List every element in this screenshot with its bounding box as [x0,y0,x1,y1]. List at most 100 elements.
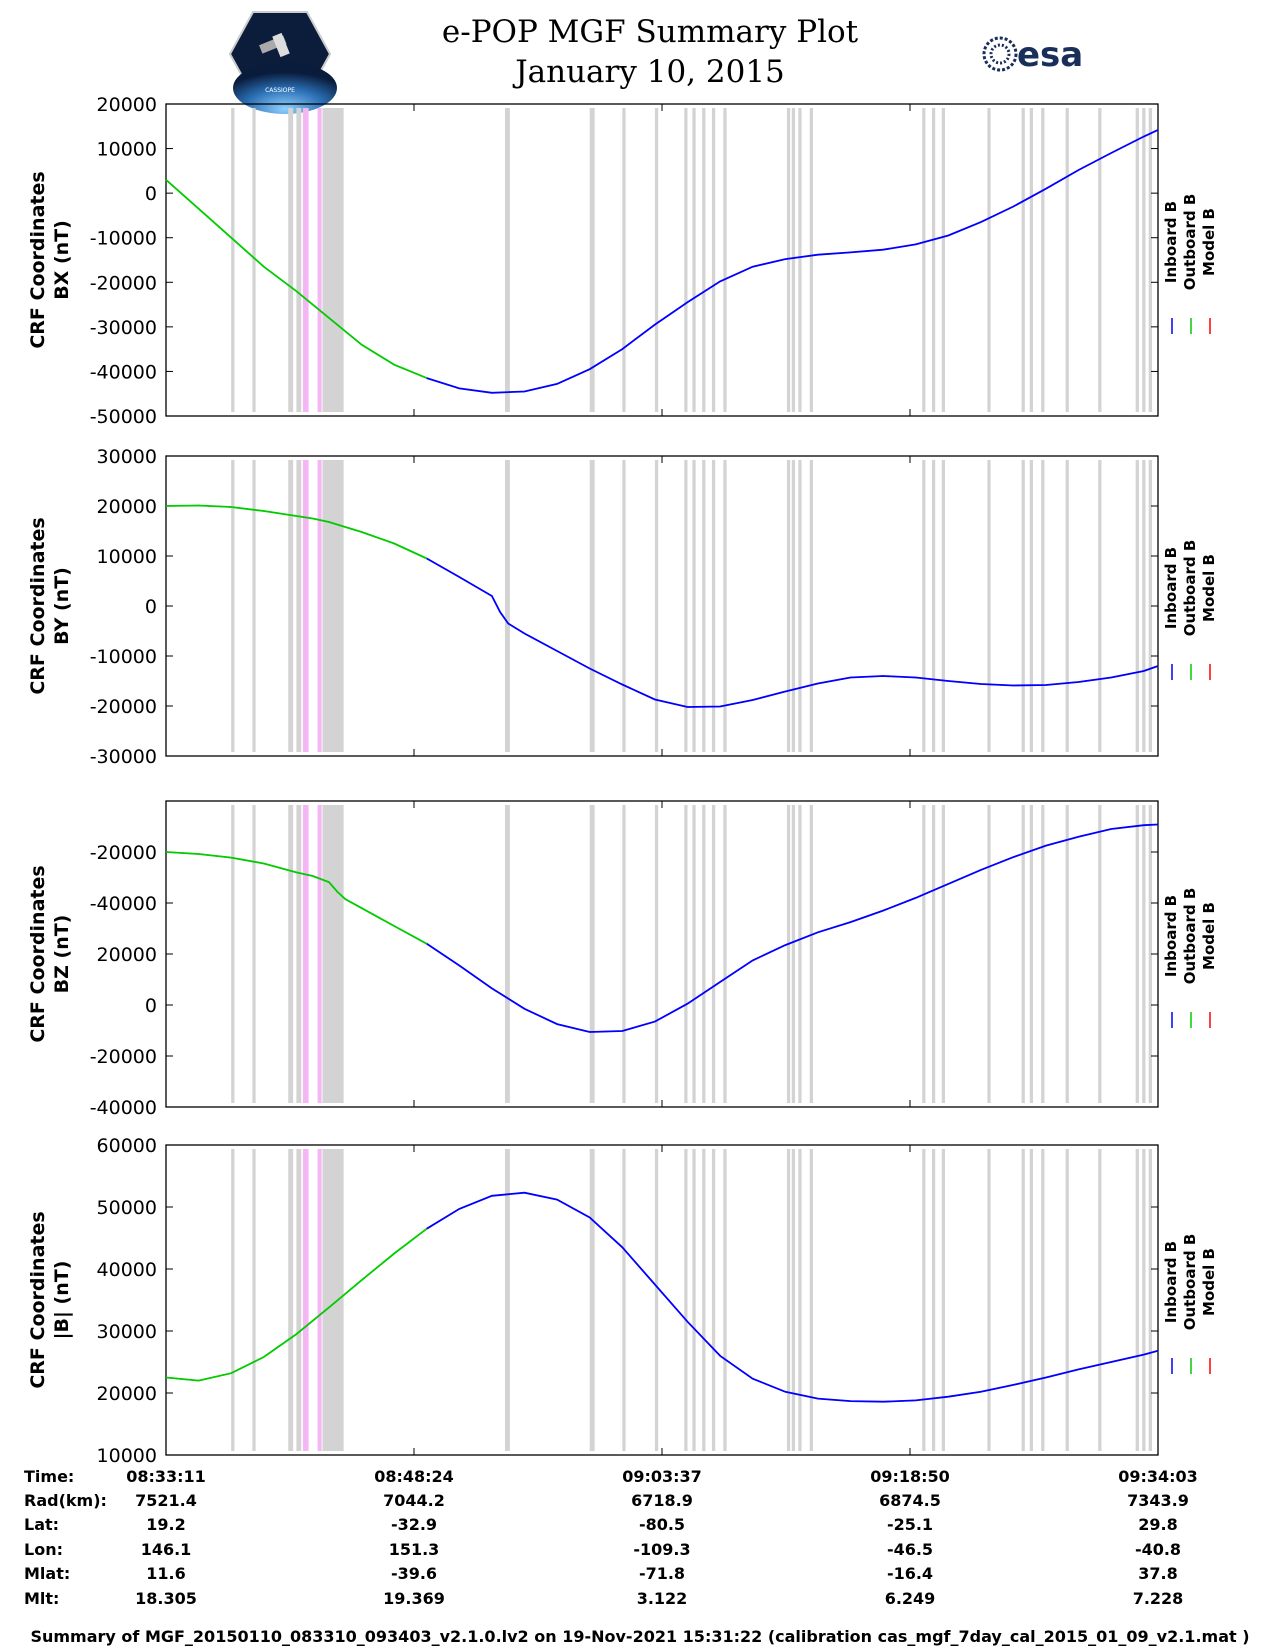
data-gap-band [589,805,595,1103]
data-gap-band [702,1149,706,1451]
y-axis-label-line: BX (nT) [51,220,73,300]
data-gap-band [1029,805,1034,1103]
y-axis-label-line: BZ (nT) [51,915,73,994]
data-gap-band [987,460,991,752]
y-axis-label-line: CRF Coordinates [27,517,49,694]
data-gap-band [1098,460,1102,752]
data-gap-band [931,460,936,752]
data-gap-band [589,460,595,752]
data-gap-band [322,805,344,1103]
data-gap-band [723,1149,727,1451]
data-gap-band [692,108,696,412]
y-tick-label: 50000 [97,1197,157,1219]
data-gap-band [622,460,626,752]
legend-label: Inboard B [1162,1241,1180,1323]
data-gap-band [798,1149,802,1451]
series-outboard-b [165,851,428,945]
data-gap-band [1098,1149,1102,1451]
ephemeris-value: 37.8 [1138,1564,1177,1583]
data-gap-band [622,108,626,412]
data-gap-band [231,108,235,412]
y-tick-label: -40000 [90,361,157,383]
data-gap-band [1029,460,1034,752]
ephemeris-value: -40.8 [1135,1540,1181,1559]
data-gap-band [987,1149,991,1451]
data-gap-band [711,1149,716,1451]
series-inboard-b [426,1191,1159,1403]
legend-label: Model B [1200,902,1218,970]
legend-label: Model B [1200,208,1218,276]
data-gap-band [296,805,302,1103]
plot-title: e-POP MGF Summary Plot [442,14,859,50]
ephemeris-value: 6874.5 [879,1491,941,1510]
data-gap-band [692,805,696,1103]
data-gap-band [809,1149,813,1451]
series-outboard-b [165,504,428,560]
y-axis-label-line: BY (nT) [51,567,73,645]
y-axis-label-line: CRF Coordinates [27,171,49,348]
data-gap-band [296,108,302,412]
y-tick-label: 40000 [97,1259,157,1281]
data-gap-band [1029,1149,1034,1451]
data-gap-band [654,805,659,1103]
data-gap-band [1142,460,1146,752]
data-gap-band [654,460,659,752]
data-gap-band [798,460,802,752]
data-gap-band [1041,1149,1045,1451]
data-gap-band [231,460,235,752]
ephemeris-value: 09:03:37 [622,1467,702,1486]
data-gap-band [322,460,344,752]
data-gap-band [809,108,813,412]
data-gap-band [231,805,235,1103]
axes-frame [165,1144,1159,1456]
data-gap-band [1148,460,1152,752]
ephemeris-value: -46.5 [887,1540,933,1559]
data-gap-band [589,108,595,412]
legend-label: Model B [1200,1248,1218,1316]
ephemeris-value: -71.8 [639,1564,685,1583]
data-gap-band [711,805,716,1103]
data-gap-band [322,1149,344,1451]
data-gap-band [809,460,813,752]
ephemeris-value: 7044.2 [383,1491,445,1510]
data-gap-band [252,108,256,412]
data-gap-band [288,108,294,412]
data-gap-band [1142,805,1146,1103]
data-gap-band [922,805,926,1103]
data-gap-band [791,460,796,752]
axes-frame [165,800,1159,1108]
y-tick-label: 60000 [97,1135,157,1157]
data-gap-band [791,108,796,412]
ephemeris-value: 19.369 [383,1589,445,1608]
series-model-b [165,129,1159,394]
data-gap-band [1065,108,1069,412]
data-gap-band [786,108,791,412]
data-gap-band [504,1149,510,1451]
data-gap-band [941,805,945,1103]
ephemeris-value: -32.9 [391,1515,437,1534]
axes-frame [165,103,1159,417]
esa-logo: esa [982,35,1083,75]
panel-1: -50000 -40000 -30000 -20000 -10000 0 10000 2000… [27,94,1218,428]
data-gap-band [1135,1149,1139,1451]
data-gap-band [296,460,302,752]
y-tick-label: -10000 [90,228,157,250]
data-gap-band [723,805,727,1103]
data-gap-band [504,460,510,752]
ephemeris-value: 7.228 [1133,1589,1184,1608]
data-gap-band [786,460,791,752]
cassiope-logo-label: CASSIOPE [265,87,295,94]
ephemeris-value: 6718.9 [631,1491,693,1510]
y-tick-label: 0 [145,183,157,205]
data-gap-band [288,1149,294,1451]
legend-label: Outboard B [1181,194,1199,291]
data-gap-band [1021,805,1025,1103]
data-gap-band [922,460,926,752]
data-gap-band [1041,805,1045,1103]
data-gap-band [702,460,706,752]
data-gap-band [1142,108,1146,412]
footer-caption: Summary of MGF_20150110_083310_093403_v2… [30,1627,1249,1646]
data-gap-band [1148,1149,1152,1451]
ephemeris-value: 09:34:03 [1118,1467,1198,1486]
